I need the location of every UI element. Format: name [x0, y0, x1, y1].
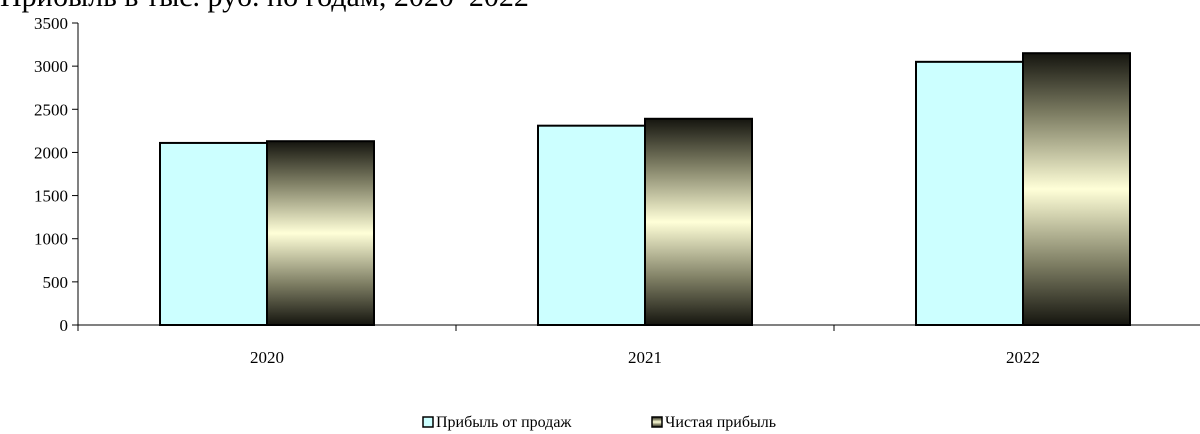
bar-sales-profit: Прибыль от продаж: 2110 — [159, 141, 268, 326]
y-tick-label: 3500 — [34, 14, 68, 33]
y-tick-label: 2000 — [34, 143, 68, 162]
y-tick-label: 1000 — [34, 230, 68, 249]
y-tick-labels: 0 500 1000 1500 2000 2500 3000 3500 — [34, 14, 68, 335]
y-tick-label: 1500 — [34, 187, 68, 206]
bar-sales-profit: Прибыль от продаж: 3050 — [915, 60, 1024, 326]
x-tick-label: 2022 — [1006, 348, 1040, 367]
legend-swatch — [422, 416, 434, 428]
bar-net-profit: Чистая прибыль: 3150 — [1022, 52, 1131, 326]
x-tick-label: 2021 — [628, 348, 662, 367]
legend-label: Прибыль от продаж — [436, 414, 572, 431]
y-tick-label: 3000 — [34, 57, 68, 76]
y-tick-label: 500 — [43, 273, 69, 292]
cropped-title-text: Прибыль в тыс. руб. по годам, 2020–2022 — [0, 0, 529, 13]
y-tick-label: 0 — [60, 316, 69, 335]
legend-label: Чистая прибыль — [665, 414, 776, 431]
bar-sales-profit: Прибыль от продаж: 2310 — [537, 124, 646, 327]
x-tick-label: 2020 — [250, 348, 284, 367]
chart-bars: Прибыль от продаж: 2110Чистая прибыль: 2… — [159, 52, 1131, 327]
bar-net-profit: Чистая прибыль: 2390 — [644, 117, 753, 326]
y-tick-label: 2500 — [34, 100, 68, 119]
legend-swatch — [651, 416, 663, 428]
x-tick-labels: 2020 2021 2022 — [250, 348, 1040, 367]
legend: Прибыль от продаж Чистая прибыль — [422, 414, 776, 431]
bar-net-profit: Чистая прибыль: 2130 — [266, 140, 375, 326]
